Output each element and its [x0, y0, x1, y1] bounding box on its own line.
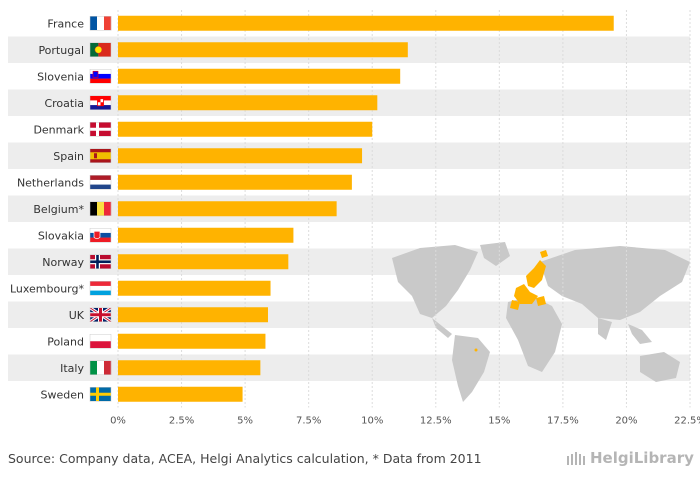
category-label: Italy [60, 362, 84, 375]
source-note: Source: Company data, ACEA, Helgi Analyt… [8, 451, 482, 466]
sweden-flag-icon [89, 387, 112, 402]
bar-2[interactable] [118, 68, 401, 84]
bar-11[interactable] [118, 307, 268, 323]
bar-9[interactable] [118, 254, 289, 270]
x-tick-label: 17.5% [547, 416, 579, 427]
croatia-flag-icon [89, 95, 112, 110]
bar-0[interactable] [118, 15, 614, 31]
italy-flag-icon [89, 360, 112, 375]
x-tick-label: 2.5% [169, 416, 194, 427]
brand-logo[interactable]: HelgiLibrary [566, 449, 694, 467]
belgium-flag-icon [89, 201, 112, 216]
norway-flag-icon [89, 254, 112, 269]
x-tick-label: 22.5% [674, 416, 700, 427]
bar-12[interactable] [118, 333, 266, 349]
uk-flag-icon [89, 306, 112, 323]
bar-3[interactable] [118, 95, 378, 111]
category-label: Slovenia [37, 70, 84, 83]
category-label: Portugal [38, 44, 84, 57]
netherlands-flag-icon [89, 175, 112, 190]
spain-flag-icon [89, 148, 112, 163]
portugal-flag-icon [89, 42, 112, 57]
x-tick-label: 7.5% [296, 416, 321, 427]
bar-14[interactable] [118, 386, 243, 402]
category-label: Norway [42, 256, 84, 269]
x-tick-label: 15% [488, 416, 510, 427]
bar-8[interactable] [118, 227, 294, 243]
category-label: Croatia [44, 97, 84, 110]
bar-chart: France Portugal Slovenia Croatia Denmark Spai… [8, 10, 700, 427]
category-label: Denmark [33, 123, 84, 136]
bar-6[interactable] [118, 174, 352, 190]
category-label: Netherlands [17, 176, 84, 189]
bar-7[interactable] [118, 201, 337, 217]
x-tick-label: 5% [237, 416, 253, 427]
category-label: Spain [53, 150, 84, 163]
category-label: UK [69, 309, 85, 322]
france-flag-icon [89, 16, 112, 31]
bars [118, 15, 614, 402]
world-map-icon [392, 242, 690, 402]
x-tick-label: 20% [615, 416, 637, 427]
library-icon [567, 452, 585, 465]
brand-name: HelgiLibrary [590, 449, 694, 467]
category-label: Luxembourg* [10, 282, 85, 295]
x-tick-label: 10% [361, 416, 383, 427]
bar-13[interactable] [118, 360, 261, 376]
bar-5[interactable] [118, 148, 363, 164]
x-axis-ticks: 0% 2.5% 5% 7.5% 10% 12.5% 15% 17.5% 20% 22.5% [110, 416, 700, 427]
category-label: Sweden [41, 388, 84, 401]
bar-10[interactable] [118, 280, 271, 296]
x-tick-label: 12.5% [420, 416, 452, 427]
slovenia-flag-icon [89, 69, 112, 84]
category-label: France [47, 17, 84, 30]
slovakia-flag-icon [89, 228, 112, 243]
category-labels: France Portugal Slovenia Croatia Denmark Spai… [10, 17, 85, 401]
x-tick-label: 0% [110, 416, 126, 427]
luxembourg-flag-icon [89, 281, 112, 296]
bar-4[interactable] [118, 121, 373, 137]
category-label: Slovakia [38, 229, 84, 242]
category-label: Poland [47, 335, 84, 348]
poland-flag-icon [89, 334, 112, 349]
category-label: Belgium* [33, 203, 84, 216]
bar-1[interactable] [118, 42, 408, 58]
denmark-flag-icon [89, 122, 112, 137]
flags [89, 16, 112, 402]
